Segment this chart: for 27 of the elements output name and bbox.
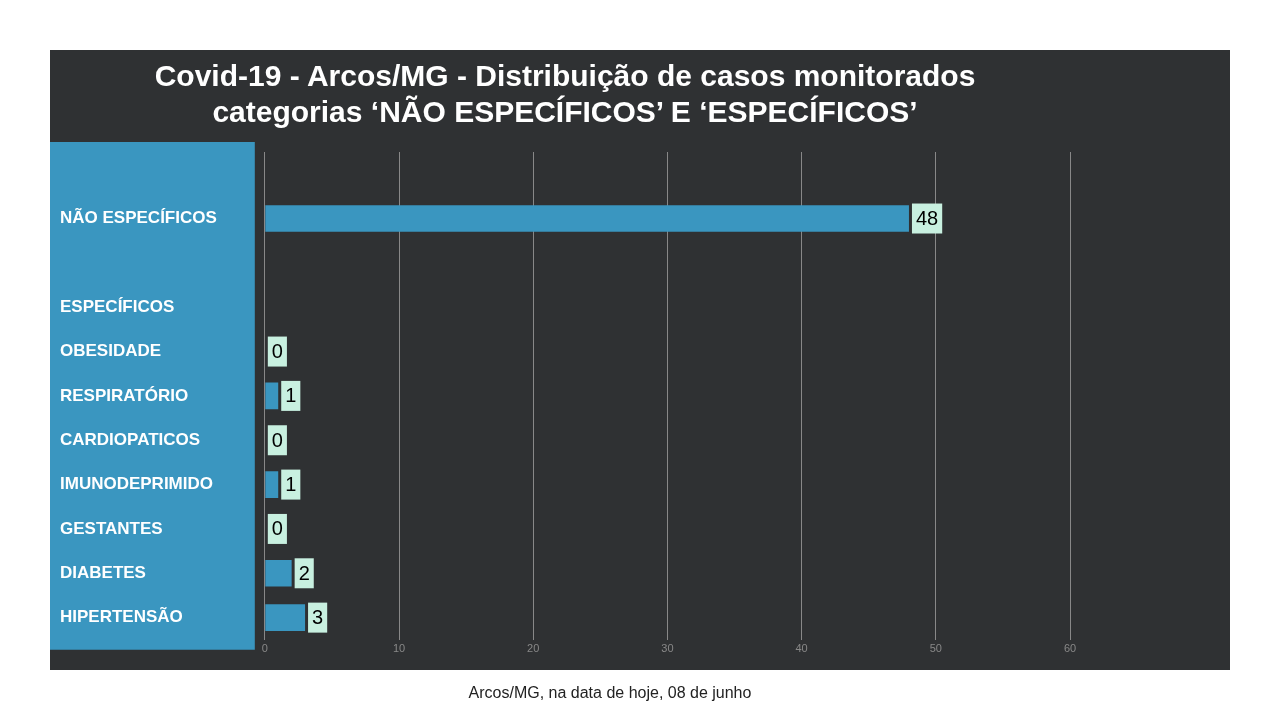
x-tick-label: 30 bbox=[661, 642, 674, 655]
x-tick-label: 20 bbox=[527, 642, 540, 655]
data-label: 0 bbox=[271, 340, 283, 363]
text: categorias ‘NÃO ESPECÍFICOS’ E ‘ESPECÍFICOS’ bbox=[212, 95, 918, 129]
x-tick-label: 0 bbox=[261, 642, 268, 655]
y-tick-label: RESPIRATÓRIO bbox=[60, 385, 189, 405]
data-label: 3 bbox=[312, 606, 324, 629]
y-tick-label: CARDIOPATICOS bbox=[60, 429, 201, 449]
x-tick-label: 60 bbox=[1063, 642, 1077, 655]
y-tick-label: IMUNODEPRIMIDO bbox=[60, 474, 213, 494]
data-label: 1 bbox=[285, 384, 297, 407]
y-tick-label: GESTANTES bbox=[60, 518, 163, 538]
text: Covid-19 - Arcos/MG - Distribuição de casos monitorados bbox=[154, 59, 976, 93]
y-tick-label: NÃO ESPECÍFICOS bbox=[60, 207, 217, 228]
data-label: 2 bbox=[298, 561, 310, 584]
data-label: 48 bbox=[915, 207, 939, 230]
x-tick-label: 50 bbox=[929, 642, 942, 655]
x-tick-label: 40 bbox=[795, 642, 808, 655]
x-tick-label: 10 bbox=[392, 642, 406, 655]
y-tick-label: HIPERTENSÃO bbox=[60, 606, 183, 627]
y-tick-label: OBESIDADE bbox=[60, 341, 162, 361]
text: Arcos/MG, na data de hoje, 08 de junho bbox=[467, 684, 753, 702]
y-tick-label: ESPECÍFICOS bbox=[60, 296, 175, 316]
data-label: 0 bbox=[271, 428, 283, 451]
data-label: 0 bbox=[271, 517, 283, 540]
data-label: 1 bbox=[285, 473, 297, 496]
y-tick-label: DIABETES bbox=[60, 562, 146, 582]
